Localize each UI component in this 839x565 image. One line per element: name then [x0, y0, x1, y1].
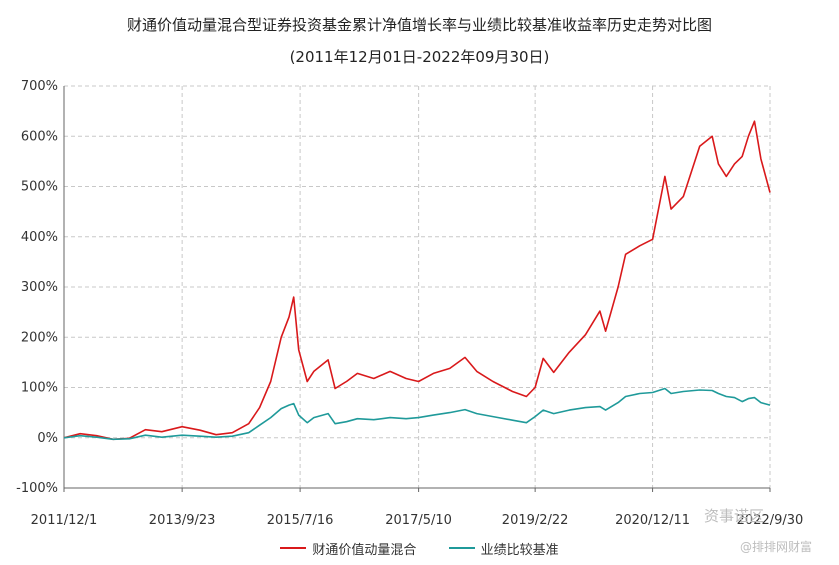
- x-tick-label: 2013/9/23: [149, 513, 216, 528]
- y-tick-label: -100%: [16, 481, 58, 496]
- y-tick-label: 300%: [21, 280, 58, 295]
- y-tick-label: 600%: [21, 129, 58, 144]
- chart-subtitle: (2011年12月01日-2022年09月30日): [289, 48, 550, 66]
- y-tick-label: 400%: [21, 230, 58, 245]
- x-tick-label: 2017/5/10: [385, 513, 452, 528]
- y-tick-label: 700%: [21, 79, 58, 94]
- watermark-text-2: @排排网财富: [740, 540, 813, 554]
- x-tick-label: 2022/9/30: [737, 513, 804, 528]
- y-tick-label: 100%: [21, 381, 58, 396]
- chart-title: 财通价值动量混合型证券投资基金累计净值增长率与业绩比较基准收益率历史走势对比图: [126, 16, 712, 34]
- y-tick-label: 0%: [37, 431, 58, 446]
- x-tick-label: 2011/12/1: [31, 513, 98, 528]
- x-tick-label: 2020/12/11: [615, 513, 690, 528]
- legend-swatch-benchmark: [448, 547, 475, 549]
- legend-swatch-fund: [280, 547, 307, 549]
- benchmark-line: [63, 387, 771, 441]
- legend: 财通价值动量混合 业绩比较基准: [0, 538, 839, 558]
- watermark-text: 资事诺区: [704, 507, 765, 525]
- y-tick-label: 200%: [21, 330, 58, 345]
- fund-line: [63, 120, 771, 441]
- legend-item-fund: 财通价值动量混合: [280, 539, 416, 558]
- x-tick-label: 2015/7/16: [267, 513, 334, 528]
- x-tick-label: 2019/2/22: [502, 513, 569, 528]
- legend-label-benchmark: 业绩比较基准: [480, 542, 559, 558]
- y-tick-label: 500%: [21, 180, 58, 195]
- legend-item-benchmark: 业绩比较基准: [448, 539, 559, 558]
- legend-label-fund: 财通价值动量混合: [312, 542, 417, 558]
